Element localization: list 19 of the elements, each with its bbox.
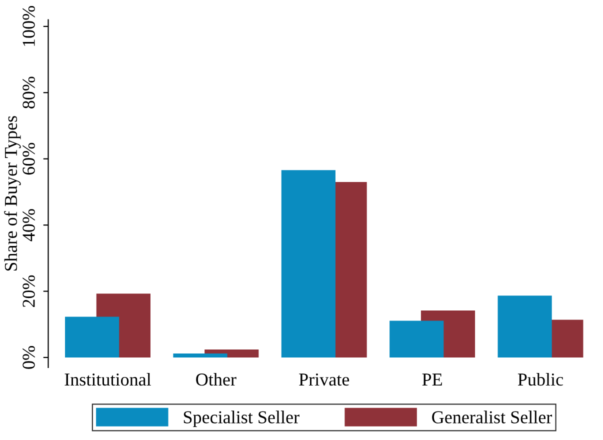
y-tick-label: 100%: [22, 6, 35, 46]
y-tick-label: 40%: [22, 209, 35, 242]
x-tick-label: Private: [299, 374, 350, 386]
legend-label: Specialist Seller: [184, 410, 300, 428]
bar: [173, 353, 228, 358]
x-tick-label: Institutional: [64, 372, 152, 386]
x-tick-label: Public: [518, 372, 563, 386]
y-tick-label: 0%: [22, 346, 35, 369]
y-axis-title: Share of Buyer Types: [4, 116, 21, 271]
legend-label: Generalist Seller: [432, 410, 552, 424]
x-tick-label: PE: [422, 374, 442, 386]
bar: [390, 320, 444, 358]
y-tick-label: 80%: [22, 76, 35, 108]
bar: [65, 316, 120, 358]
bar: [281, 170, 336, 358]
bar: [498, 296, 552, 358]
y-tick-label: 20%: [22, 275, 35, 308]
x-tick-label: Other: [196, 372, 236, 386]
y-tick-label: 60%: [22, 142, 35, 175]
